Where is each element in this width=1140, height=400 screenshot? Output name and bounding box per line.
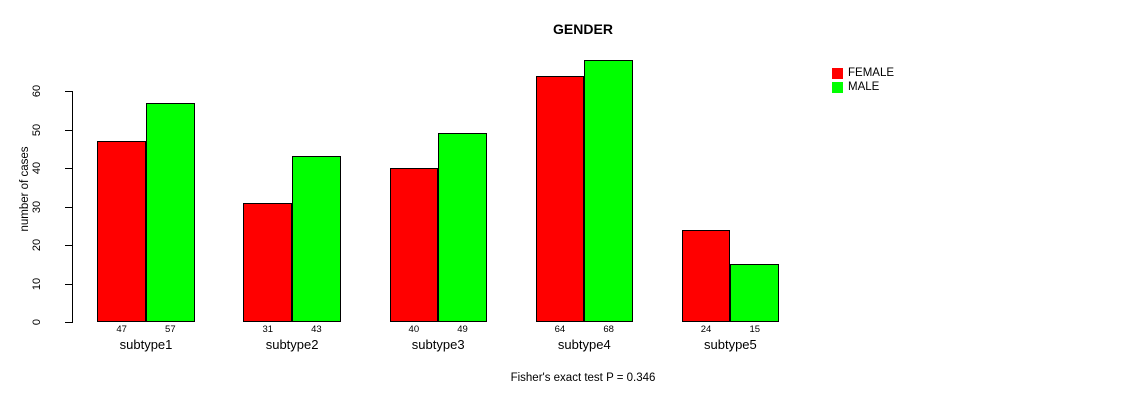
y-axis-line (72, 91, 73, 323)
category-label-subtype2: subtype2 (265, 337, 319, 352)
y-tick-mark (65, 206, 72, 208)
bar-male-subtype2 (292, 156, 341, 322)
y-tick-label: 0 (31, 318, 43, 326)
y-tick-label: 30 (31, 200, 43, 213)
bar-female-subtype4 (535, 75, 585, 322)
legend-label-male: MALE (848, 81, 880, 94)
category-label-subtype3: subtype3 (411, 337, 465, 352)
y-tick-mark (65, 129, 72, 131)
y-tick-mark (65, 91, 72, 92)
y-tick-label: 20 (31, 238, 43, 252)
bar-male-subtype3 (438, 133, 487, 322)
y-tick-label: 40 (31, 161, 43, 175)
bar-female-subtype5 (681, 229, 731, 322)
chart-title: GENDER (553, 21, 613, 37)
bar-value-label-male-subtype5: 15 (749, 323, 761, 335)
bar-male-subtype5 (730, 264, 780, 322)
category-label-subtype1: subtype1 (119, 337, 173, 352)
bar-value-label-male-subtype4: 68 (603, 323, 614, 335)
bar-value-label-female-subtype2: 31 (262, 323, 274, 335)
bar-value-label-female-subtype4: 64 (554, 323, 566, 335)
y-tick-mark (65, 245, 72, 246)
legend: FEMALE MALE (832, 66, 894, 95)
legend-label-female: FEMALE (848, 66, 895, 79)
bar-male-subtype4 (584, 60, 633, 322)
bar-value-label-male-subtype2: 43 (311, 323, 322, 335)
bar-value-label-male-subtype3: 49 (457, 323, 468, 335)
legend-item-female: FEMALE (832, 66, 894, 81)
y-tick-mark (65, 283, 72, 285)
y-tick-label: 10 (31, 277, 43, 290)
bar-female-subtype1 (97, 141, 146, 322)
y-tick-label: 50 (31, 123, 43, 136)
bar-female-subtype3 (389, 168, 439, 322)
legend-item-male: MALE (832, 81, 894, 96)
bar-value-label-female-subtype3: 40 (408, 323, 420, 335)
bar-value-label-female-subtype1: 47 (116, 323, 127, 335)
legend-swatch-male (832, 82, 843, 94)
legend-swatch-female (832, 67, 843, 79)
category-label-subtype5: subtype5 (704, 337, 757, 352)
bar-value-label-female-subtype5: 24 (700, 323, 712, 335)
bar-male-subtype1 (146, 102, 195, 322)
footnote-text: Fisher's exact test P = 0.346 (510, 372, 656, 384)
bar-female-subtype2 (243, 202, 293, 322)
y-tick-mark (65, 322, 72, 323)
bar-value-label-male-subtype1: 57 (165, 323, 176, 335)
y-axis-label: number of cases (19, 146, 31, 232)
category-label-subtype4: subtype4 (557, 337, 611, 352)
y-tick-label: 60 (31, 84, 43, 98)
y-tick-mark (65, 168, 72, 169)
